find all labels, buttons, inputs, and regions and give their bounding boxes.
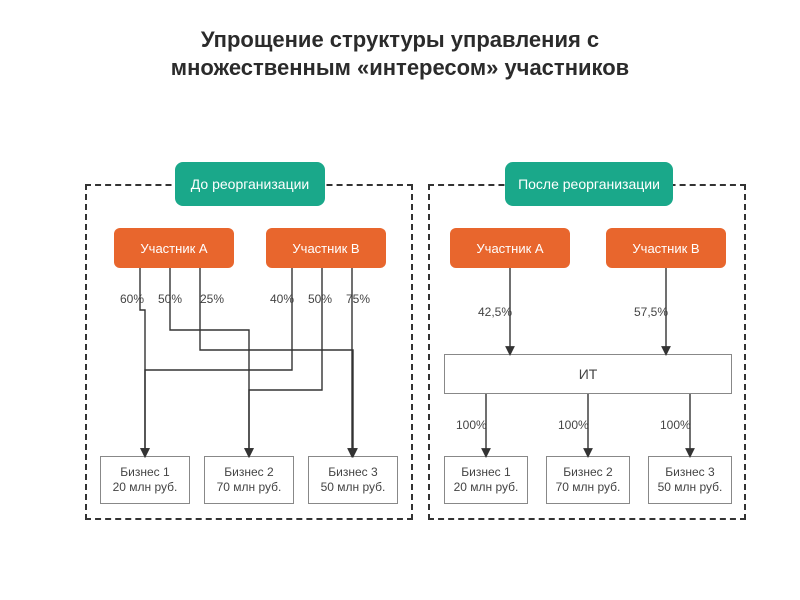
pct-before-5: 75%: [346, 292, 370, 306]
pct-before-3: 40%: [270, 292, 294, 306]
pct-before-4: 50%: [308, 292, 332, 306]
header-before: До реорганизации: [175, 162, 325, 206]
it-box: ИТ: [444, 354, 732, 394]
title-line-2: множественным «интересом» участников: [171, 55, 629, 80]
business-2-before-value: 70 млн руб.: [217, 480, 282, 495]
business-2-after-value: 70 млн руб.: [556, 480, 621, 495]
participant-b-after-label: Участник В: [632, 241, 699, 256]
participant-b-before-label: Участник В: [292, 241, 359, 256]
business-2-before: Бизнес 2 70 млн руб.: [204, 456, 294, 504]
business-2-after: Бизнес 2 70 млн руб.: [546, 456, 630, 504]
pct-after-bottom-1: 100%: [558, 418, 589, 432]
business-1-after-name: Бизнес 1: [461, 465, 510, 480]
business-3-after-name: Бизнес 3: [665, 465, 714, 480]
business-1-after: Бизнес 1 20 млн руб.: [444, 456, 528, 504]
participant-a-before: Участник А: [114, 228, 234, 268]
header-after: После реорганизации: [505, 162, 673, 206]
header-before-label: До реорганизации: [191, 176, 309, 192]
pct-after-top-1: 57,5%: [634, 305, 668, 319]
pct-after-bottom-0: 100%: [456, 418, 487, 432]
business-3-before-value: 50 млн руб.: [321, 480, 386, 495]
business-3-after: Бизнес 3 50 млн руб.: [648, 456, 732, 504]
header-after-label: После реорганизации: [518, 176, 660, 192]
business-1-before: Бизнес 1 20 млн руб.: [100, 456, 190, 504]
pct-before-1: 50%: [158, 292, 182, 306]
business-1-before-value: 20 млн руб.: [113, 480, 178, 495]
pct-before-0: 60%: [120, 292, 144, 306]
business-3-after-value: 50 млн руб.: [658, 480, 723, 495]
pct-before-2: 25%: [200, 292, 224, 306]
business-1-after-value: 20 млн руб.: [454, 480, 519, 495]
participant-a-before-label: Участник А: [140, 241, 207, 256]
business-2-before-name: Бизнес 2: [224, 465, 273, 480]
participant-b-after: Участник В: [606, 228, 726, 268]
business-3-before: Бизнес 3 50 млн руб.: [308, 456, 398, 504]
business-3-before-name: Бизнес 3: [328, 465, 377, 480]
it-box-label: ИТ: [579, 366, 598, 382]
pct-after-bottom-2: 100%: [660, 418, 691, 432]
title-line-1: Упрощение структуры управления с: [201, 27, 599, 52]
participant-a-after: Участник А: [450, 228, 570, 268]
pct-after-top-0: 42,5%: [478, 305, 512, 319]
business-1-before-name: Бизнес 1: [120, 465, 169, 480]
business-2-after-name: Бизнес 2: [563, 465, 612, 480]
participant-b-before: Участник В: [266, 228, 386, 268]
page-title: Упрощение структуры управления с множест…: [0, 26, 800, 81]
participant-a-after-label: Участник А: [476, 241, 543, 256]
